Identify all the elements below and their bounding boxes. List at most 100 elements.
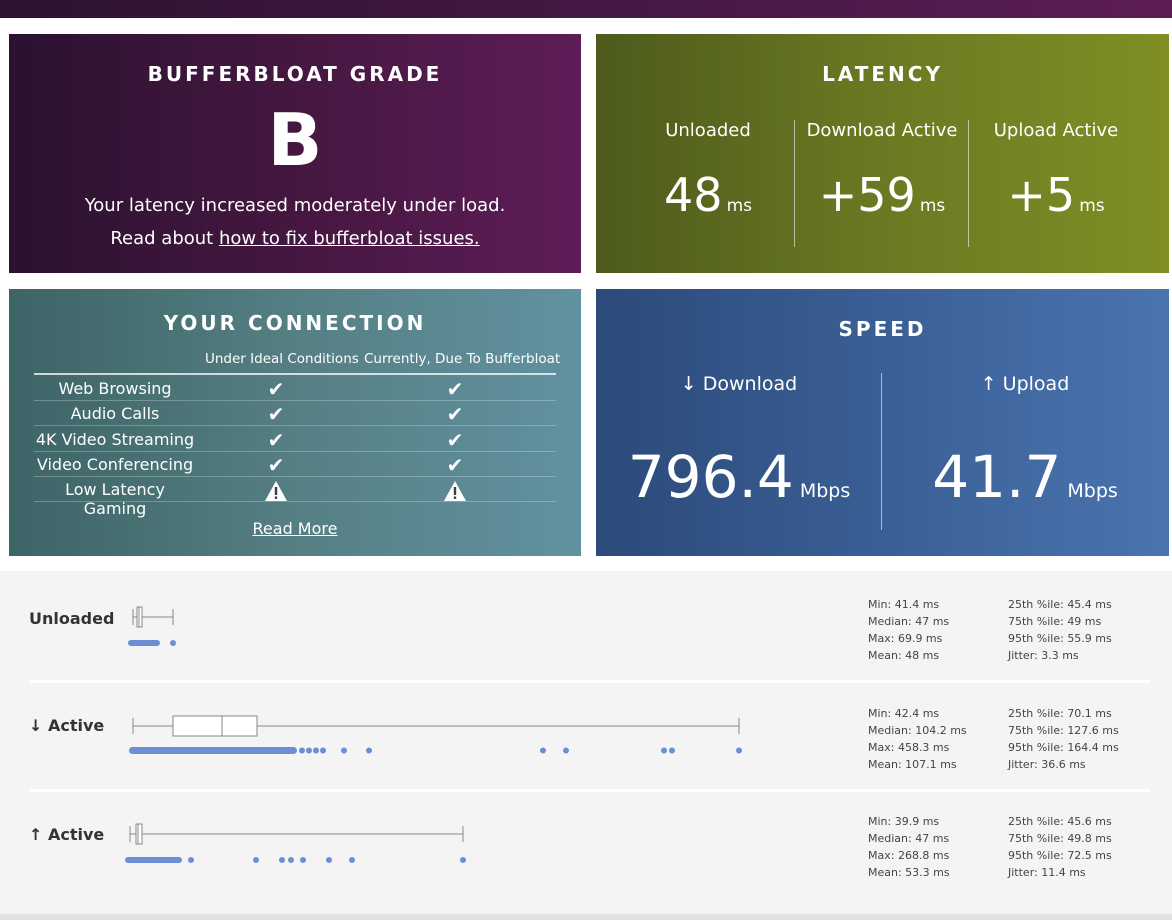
stat-p25: 25th %ile: 45.6 ms bbox=[1008, 815, 1112, 828]
stat-mean: Mean: 107.1 ms bbox=[868, 758, 957, 771]
checkmark-icon: ✔ bbox=[446, 377, 464, 401]
checkmark-icon: ✔ bbox=[446, 427, 464, 452]
stat-median: Median: 47 ms bbox=[868, 832, 950, 845]
connection-row: Low Latency Gaming bbox=[34, 477, 556, 518]
stat-p75: 75th %ile: 127.6 ms bbox=[1008, 724, 1119, 737]
upload-unit: Mbps bbox=[1067, 480, 1118, 502]
stat-p95: 95th %ile: 55.9 ms bbox=[1008, 632, 1112, 645]
connection-activity-name: Audio Calls bbox=[70, 404, 160, 424]
stat-mean: Mean: 53.3 ms bbox=[868, 866, 950, 879]
stat-p75: 75th %ile: 49.8 ms bbox=[1008, 832, 1112, 845]
connection-activity-name: Web Browsing bbox=[58, 379, 172, 398]
download-active-label: ↓ Active bbox=[29, 716, 105, 735]
read-more-link[interactable]: Read More bbox=[252, 519, 338, 538]
column-header-ideal: Under Ideal Conditions bbox=[205, 351, 359, 367]
latency-download-value: +59 bbox=[818, 168, 916, 222]
grade-read-about: Read about how to fix bufferbloat issues… bbox=[9, 228, 581, 249]
stat-min: Min: 42.4 ms bbox=[868, 707, 940, 720]
latency-unloaded: Unloaded 48 ms bbox=[621, 118, 795, 248]
bufferbloat-grade-panel: BUFFERBLOAT GRADE B Your latency increas… bbox=[9, 34, 581, 273]
stats-divider bbox=[29, 789, 1150, 792]
your-connection-panel: YOUR CONNECTION Under Ideal Conditions C… bbox=[9, 289, 581, 556]
unloaded-stats-right: 25th %ile: 45.4 ms 75th %ile: 49 ms 95th… bbox=[1008, 596, 1112, 664]
stat-median: Median: 104.2 ms bbox=[868, 724, 967, 737]
stat-jitter: Jitter: 11.4 ms bbox=[1008, 866, 1086, 879]
speed-upload: ↑ Upload 41.7 Mbps bbox=[882, 373, 1168, 511]
upload-active-stats-row: ↑ Active Min: 39.9 ms Median: 47 ms Max:… bbox=[0, 792, 1172, 898]
download-active-boxplot bbox=[129, 715, 742, 754]
upload-active-boxplot bbox=[125, 823, 466, 863]
speed-title: SPEED bbox=[838, 317, 927, 341]
upload-label: ↑ Upload bbox=[980, 373, 1070, 395]
download-active-stats-left: Min: 42.4 ms Median: 104.2 ms Max: 458.3… bbox=[868, 705, 967, 773]
latency-unloaded-unit: ms bbox=[726, 196, 752, 216]
stat-max: Max: 69.9 ms bbox=[868, 632, 943, 645]
download-active-stats-right: 25th %ile: 70.1 ms 75th %ile: 127.6 ms 9… bbox=[1008, 705, 1119, 773]
stats-divider bbox=[29, 680, 1150, 683]
upload-active-label: ↑ Active bbox=[29, 825, 105, 844]
stat-p95: 95th %ile: 164.4 ms bbox=[1008, 741, 1119, 754]
latency-title: LATENCY bbox=[822, 62, 943, 86]
table-header-rule bbox=[34, 373, 556, 375]
checkmark-icon: ✔ bbox=[267, 377, 285, 401]
latency-download-label: Download Active bbox=[806, 120, 958, 141]
download-unit: Mbps bbox=[799, 480, 851, 502]
unloaded-stats-row: Unloaded Min: 41.4 ms Median: 47 ms Max:… bbox=[0, 571, 1172, 677]
connection-row: Web Browsing ✔ ✔ bbox=[34, 376, 556, 401]
grade-title: BUFFERBLOAT GRADE bbox=[147, 62, 443, 86]
connection-row: Audio Calls ✔ ✔ bbox=[34, 401, 556, 427]
grade-description: Your latency increased moderately under … bbox=[84, 195, 506, 216]
latency-unloaded-label: Unloaded bbox=[665, 120, 751, 141]
download-label: ↓ Download bbox=[680, 373, 798, 395]
latency-panel: LATENCY Unloaded 48 ms Download Active +5… bbox=[596, 34, 1169, 273]
latency-upload-value: +5 bbox=[1007, 168, 1076, 222]
stat-p75: 75th %ile: 49 ms bbox=[1008, 615, 1102, 628]
stat-p25: 25th %ile: 45.4 ms bbox=[1008, 598, 1112, 611]
warning-icon bbox=[261, 478, 291, 507]
checkmark-icon: ✔ bbox=[267, 427, 285, 452]
latency-divider bbox=[968, 120, 969, 247]
unloaded-boxplot bbox=[128, 606, 176, 646]
connection-row: Video Conferencing ✔ ✔ bbox=[34, 452, 556, 477]
speed-divider bbox=[881, 373, 882, 530]
grade-letter: B bbox=[267, 98, 323, 182]
connection-activity-name: 4K Video Streaming bbox=[35, 429, 195, 449]
latency-download-active: Download Active +59 ms bbox=[795, 118, 969, 248]
top-header-bar bbox=[0, 0, 1172, 18]
latency-divider bbox=[794, 120, 795, 247]
stat-median: Median: 47 ms bbox=[868, 615, 950, 628]
connection-activity-name: Video Conferencing bbox=[36, 454, 194, 474]
checkmark-icon: ✔ bbox=[446, 402, 464, 427]
stat-p25: 25th %ile: 70.1 ms bbox=[1008, 707, 1112, 720]
warning-icon bbox=[440, 478, 470, 507]
checkmark-icon: ✔ bbox=[267, 402, 285, 427]
column-header-current: Currently, Due To Bufferbloat bbox=[364, 351, 561, 367]
unloaded-stats-left: Min: 41.4 ms Median: 47 ms Max: 69.9 ms … bbox=[868, 596, 949, 664]
download-active-stats-row: ↓ Active Min: 42.4 ms Median: 104.2 ms M… bbox=[0, 683, 1172, 789]
stat-min: Min: 41.4 ms bbox=[868, 598, 940, 611]
latency-download-unit: ms bbox=[919, 196, 946, 216]
stat-mean: Mean: 48 ms bbox=[868, 649, 940, 662]
stat-max: Max: 458.3 ms bbox=[868, 741, 950, 754]
download-value: 796.4 bbox=[627, 443, 794, 511]
latency-unloaded-value: 48 bbox=[664, 168, 723, 222]
checkmark-icon: ✔ bbox=[267, 452, 285, 477]
stat-jitter: Jitter: 3.3 ms bbox=[1008, 649, 1079, 662]
speed-panel: SPEED ↓ Download 796.4 Mbps ↑ Upload 41.7… bbox=[596, 289, 1169, 556]
upload-active-stats-right: 25th %ile: 45.6 ms 75th %ile: 49.8 ms 95… bbox=[1008, 813, 1112, 881]
upload-value: 41.7 bbox=[932, 443, 1062, 511]
connection-title: YOUR CONNECTION bbox=[163, 311, 427, 335]
speed-download: ↓ Download 796.4 Mbps bbox=[596, 373, 882, 511]
latency-upload-label: Upload Active bbox=[993, 120, 1119, 141]
checkmark-icon: ✔ bbox=[446, 452, 464, 477]
fix-bufferbloat-link[interactable]: how to fix bufferbloat issues. bbox=[218, 228, 480, 249]
stat-p95: 95th %ile: 72.5 ms bbox=[1008, 849, 1112, 862]
unloaded-label: Unloaded bbox=[29, 609, 115, 628]
connection-row: 4K Video Streaming ✔ ✔ bbox=[34, 427, 556, 452]
latency-upload-active: Upload Active +5 ms bbox=[969, 118, 1143, 248]
stat-min: Min: 39.9 ms bbox=[868, 815, 940, 828]
latency-upload-unit: ms bbox=[1079, 196, 1105, 216]
grade-read-prefix: Read about bbox=[110, 228, 219, 249]
stat-jitter: Jitter: 36.6 ms bbox=[1008, 758, 1086, 771]
stat-max: Max: 268.8 ms bbox=[868, 849, 950, 862]
